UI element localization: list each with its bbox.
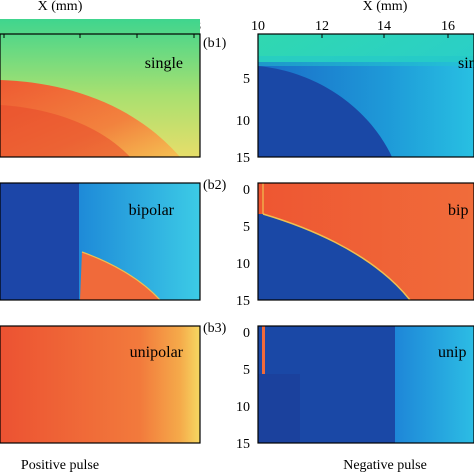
right-y-ticks-b2: 0 5 10 15	[236, 183, 250, 309]
right-x-tick: 10	[251, 19, 265, 34]
caption-negative-pulse: Negative pulse	[343, 458, 427, 473]
panel-right-b1	[258, 34, 474, 157]
right-y-ticks-b1: 5 10 15	[236, 72, 250, 166]
y-tick: 10	[236, 257, 250, 272]
right-x-tick: 14	[377, 19, 391, 34]
panel-label-unipolar: unipolar	[130, 344, 184, 361]
panel-right-b3	[258, 326, 474, 443]
y-tick: 10	[236, 114, 250, 129]
panel-left-single	[0, 19, 200, 157]
panel-right-b2	[258, 183, 474, 300]
panel-id-b3: (b3)	[203, 321, 227, 336]
y-tick: 10	[236, 400, 250, 415]
y-tick: 5	[243, 72, 250, 87]
right-y-ticks-b3: 0 5 10 15	[236, 326, 250, 452]
caption-positive-pulse: Positive pulse	[21, 458, 99, 473]
right-x-axis-label: X (mm)	[363, 0, 408, 14]
y-tick: 15	[236, 437, 250, 452]
y-tick: 15	[236, 294, 250, 309]
right-x-tick: 16	[441, 19, 455, 34]
panel-label-b3: unip	[438, 344, 466, 361]
panel-id-b1: (b1)	[203, 36, 227, 51]
panel-left-unipolar	[0, 326, 200, 443]
panel-label-single: single	[145, 55, 183, 72]
y-tick: 5	[243, 363, 250, 378]
panel-left-bipolar	[0, 183, 200, 300]
y-tick: 0	[243, 183, 250, 198]
y-tick: 15	[236, 151, 250, 166]
right-x-ticks: 10 12 14 16	[251, 19, 455, 34]
panel-label-bipolar: bipolar	[129, 202, 175, 219]
left-x-axis-label: X (mm)	[38, 0, 83, 14]
panel-id-b2: (b2)	[203, 178, 227, 193]
panel-label-b1: sin	[458, 55, 474, 72]
panel-label-b2: bip	[448, 202, 468, 219]
y-tick: 5	[243, 220, 250, 235]
right-x-tick: 12	[315, 19, 329, 34]
y-tick: 0	[243, 326, 250, 341]
